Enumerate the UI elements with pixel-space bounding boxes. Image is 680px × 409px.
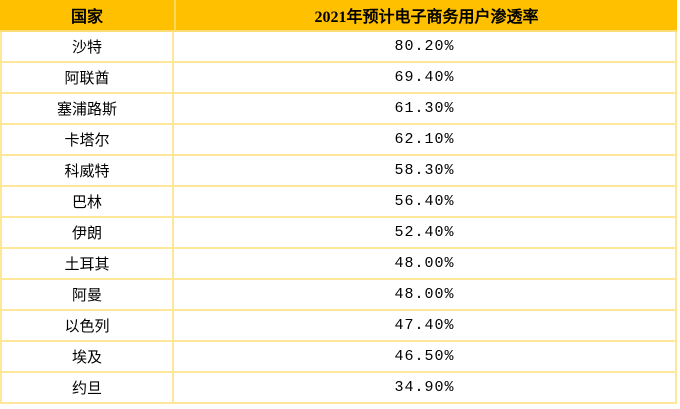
header-row: 国家 2021年预计电子商务用户渗透率: [0, 0, 677, 32]
table-row: 卡塔尔 62.10%: [0, 125, 677, 156]
penetration-value-cell: 48.00%: [174, 280, 677, 311]
country-cell: 阿曼: [0, 280, 174, 311]
table-row: 约旦 34.90%: [0, 373, 677, 404]
penetration-value-cell: 58.30%: [174, 156, 677, 187]
country-cell: 埃及: [0, 342, 174, 373]
table-row: 阿曼 48.00%: [0, 280, 677, 311]
country-cell: 巴林: [0, 187, 174, 218]
table-row: 沙特 80.20%: [0, 32, 677, 63]
country-cell: 卡塔尔: [0, 125, 174, 156]
header-cell-country: 国家: [0, 0, 174, 32]
header-cell-penetration-rate: 2021年预计电子商务用户渗透率: [174, 0, 677, 32]
table-body: 沙特 80.20% 阿联酋 69.40% 塞浦路斯 61.30% 卡塔尔 62.…: [0, 32, 677, 404]
table-row: 塞浦路斯 61.30%: [0, 94, 677, 125]
country-cell: 科威特: [0, 156, 174, 187]
table-row: 埃及 46.50%: [0, 342, 677, 373]
penetration-value-cell: 56.40%: [174, 187, 677, 218]
country-cell: 沙特: [0, 32, 174, 63]
table-row: 巴林 56.40%: [0, 187, 677, 218]
country-cell: 以色列: [0, 311, 174, 342]
country-cell: 土耳其: [0, 249, 174, 280]
penetration-value-cell: 61.30%: [174, 94, 677, 125]
country-cell: 伊朗: [0, 218, 174, 249]
country-cell: 阿联酋: [0, 63, 174, 94]
penetration-value-cell: 47.40%: [174, 311, 677, 342]
table-row: 以色列 47.40%: [0, 311, 677, 342]
table-row: 土耳其 48.00%: [0, 249, 677, 280]
penetration-value-cell: 46.50%: [174, 342, 677, 373]
table-row: 科威特 58.30%: [0, 156, 677, 187]
penetration-value-cell: 52.40%: [174, 218, 677, 249]
table-row: 阿联酋 69.40%: [0, 63, 677, 94]
penetration-value-cell: 34.90%: [174, 373, 677, 404]
penetration-value-cell: 69.40%: [174, 63, 677, 94]
country-cell: 塞浦路斯: [0, 94, 174, 125]
country-cell: 约旦: [0, 373, 174, 404]
table-row: 伊朗 52.40%: [0, 218, 677, 249]
penetration-value-cell: 62.10%: [174, 125, 677, 156]
penetration-value-cell: 80.20%: [174, 32, 677, 63]
penetration-value-cell: 48.00%: [174, 249, 677, 280]
